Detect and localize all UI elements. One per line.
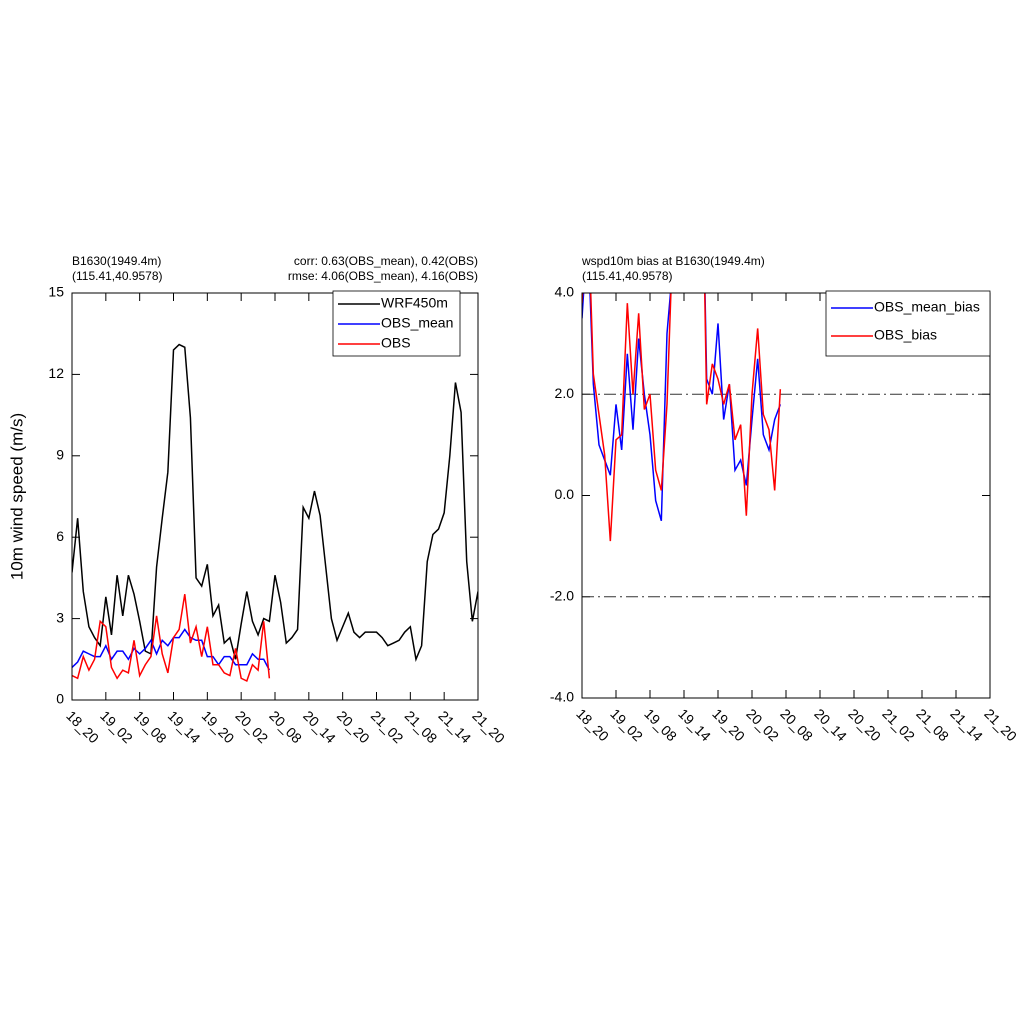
legend-label: OBS_mean_bias <box>874 299 980 315</box>
x-tick-label: 20_20 <box>334 707 373 746</box>
plot-frame <box>581 292 991 699</box>
x-tick-label: 20_02 <box>743 705 782 744</box>
chart-title: wspd10m bias at B1630(1949.4m) <box>581 254 765 268</box>
x-tick-label: 20_14 <box>300 707 339 746</box>
y-tick-label: 15 <box>48 284 64 300</box>
x-tick-label: 21_08 <box>913 705 952 744</box>
x-tick-label: 19_14 <box>165 707 204 746</box>
x-tick-label: 19_08 <box>641 705 680 744</box>
x-tick-label: 20_20 <box>845 705 884 744</box>
x-tick-label: 21_20 <box>981 705 1020 744</box>
x-tick-label: 20_02 <box>232 707 271 746</box>
y-tick-label: 4.0 <box>555 284 575 300</box>
x-tick-label: 21_02 <box>368 707 407 746</box>
x-tick-label: 21_20 <box>469 707 508 746</box>
y-tick-label: -2.0 <box>550 587 574 603</box>
series-line <box>582 293 782 542</box>
legend-label: OBS_mean <box>381 315 453 331</box>
y-tick-label: -4.0 <box>550 689 574 705</box>
legend-box <box>825 290 991 357</box>
series-line <box>72 594 271 683</box>
series-line <box>582 293 782 522</box>
x-tick-label: 21_08 <box>402 707 441 746</box>
y-tick-label: 9 <box>56 447 64 463</box>
y-tick-label: 0 <box>56 691 64 707</box>
series-line <box>72 343 478 662</box>
chart-title: B1630(1949.4m) <box>72 254 161 268</box>
x-tick-label: 18_20 <box>573 705 612 744</box>
plot-frame <box>71 292 479 701</box>
legend-label: OBS <box>381 335 411 351</box>
annotation: corr: 0.63(OBS_mean), 0.42(OBS) <box>294 254 478 268</box>
y-tick-label: 2.0 <box>555 385 575 401</box>
y-axis-label: 10m wind speed (m/s) <box>7 413 26 580</box>
x-tick-label: 20_14 <box>811 705 850 744</box>
x-tick-label: 21_14 <box>435 707 474 746</box>
x-tick-label: 19_14 <box>675 705 714 744</box>
x-tick-label: 20_08 <box>777 705 816 744</box>
annotation: rmse: 4.06(OBS_mean), 4.16(OBS) <box>288 269 478 283</box>
x-tick-label: 19_20 <box>709 705 748 744</box>
x-tick-label: 19_20 <box>199 707 238 746</box>
x-tick-label: 19_02 <box>97 707 136 746</box>
y-tick-label: 0.0 <box>555 486 575 502</box>
x-tick-label: 19_08 <box>131 707 170 746</box>
chart-subtitle: (115.41,40.9578) <box>582 269 673 283</box>
x-tick-label: 20_08 <box>266 707 305 746</box>
chart-subtitle: (115.41,40.9578) <box>72 269 163 283</box>
y-tick-label: 6 <box>56 528 64 544</box>
x-tick-label: 21_02 <box>879 705 918 744</box>
x-tick-label: 19_02 <box>607 705 646 744</box>
legend-label: OBS_bias <box>874 327 937 343</box>
series-line <box>72 628 271 671</box>
legend-label: WRF450m <box>381 295 448 311</box>
x-tick-label: 18_20 <box>63 707 102 746</box>
y-tick-label: 3 <box>56 609 64 625</box>
x-tick-label: 21_14 <box>947 705 986 744</box>
y-tick-label: 12 <box>48 365 64 381</box>
